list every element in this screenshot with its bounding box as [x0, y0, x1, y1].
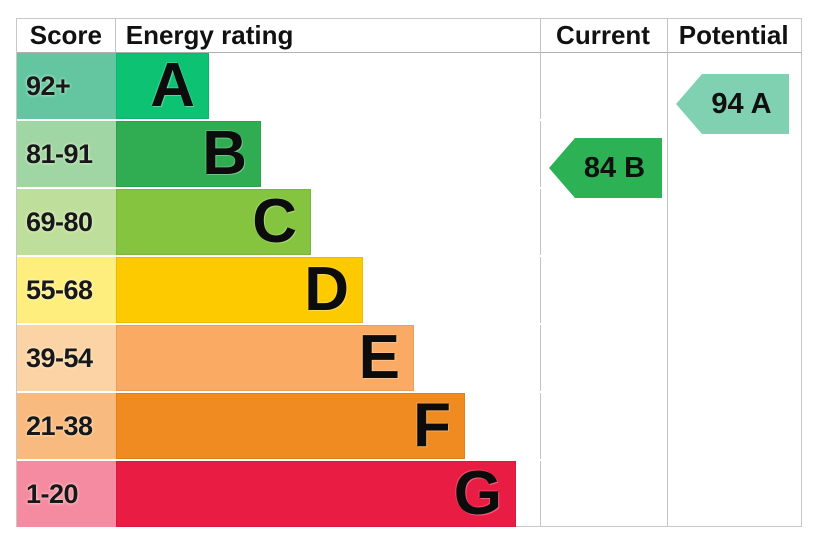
- band-letter: B: [202, 119, 247, 188]
- rating-table: Score Energy rating Current Potential 92…: [16, 18, 802, 529]
- score-range-label: 39-54: [26, 342, 93, 373]
- band-row-d: 55-68 D: [17, 257, 541, 325]
- current-rating-label: 84 B: [583, 151, 646, 184]
- energy-rating-column-header: Energy rating: [125, 20, 294, 50]
- score-range-cell-e: 39-54: [17, 325, 116, 391]
- score-range-label: 1-20: [26, 478, 79, 509]
- score-range-cell-b: 81-91: [17, 121, 116, 187]
- band-row-e: 39-54 E: [17, 325, 541, 393]
- band-letter: D: [304, 255, 349, 324]
- score-range-label: 55-68: [26, 274, 93, 305]
- score-column-header: Score: [17, 19, 116, 52]
- energy-band-bar-g: G: [116, 461, 516, 527]
- table-header: Score Energy rating Current Potential: [17, 19, 801, 53]
- energy-band-bar-f: F: [116, 393, 465, 459]
- energy-band-bar-c: C: [116, 189, 311, 255]
- score-range-cell-g: 1-20: [17, 461, 116, 527]
- potential-rating-label: 94 A: [711, 87, 772, 120]
- current-rating-arrow: 84 B: [549, 138, 662, 198]
- band-row-g: 1-20 G: [17, 461, 541, 529]
- band-row-f: 21-38 F: [17, 393, 541, 461]
- score-range-cell-c: 69-80: [17, 189, 116, 255]
- energy-band-bar-b: B: [116, 121, 261, 187]
- current-column-header: Current: [556, 20, 650, 50]
- band-row-c: 69-80 C: [17, 189, 541, 257]
- band-letter: E: [358, 323, 400, 392]
- energy-band-bar-a: A: [116, 53, 209, 119]
- score-range-cell-d: 55-68: [17, 257, 116, 323]
- potential-column-header: Potential: [678, 20, 789, 50]
- potential-rating-arrow: 94 A: [676, 74, 789, 134]
- band-row-b: 81-91 B: [17, 121, 541, 189]
- band-letter: A: [150, 51, 195, 120]
- potential-column-divider: [667, 19, 668, 526]
- score-range-label: 81-91: [26, 138, 93, 169]
- score-range-label: 69-80: [26, 206, 93, 237]
- band-rows: 92+ A 81-91 B 69-80 C: [17, 53, 541, 529]
- band-letter: G: [453, 459, 502, 528]
- score-range-cell-a: 92+: [17, 53, 116, 119]
- score-range-label: 92+: [26, 70, 71, 101]
- score-range-cell-f: 21-38: [17, 393, 116, 459]
- band-letter: F: [413, 391, 451, 460]
- band-letter: C: [252, 187, 297, 256]
- score-range-label: 21-38: [26, 410, 93, 441]
- energy-band-bar-d: D: [116, 257, 363, 323]
- current-column-divider: [540, 19, 541, 526]
- band-row-a: 92+ A: [17, 53, 541, 121]
- energy-band-bar-e: E: [116, 325, 414, 391]
